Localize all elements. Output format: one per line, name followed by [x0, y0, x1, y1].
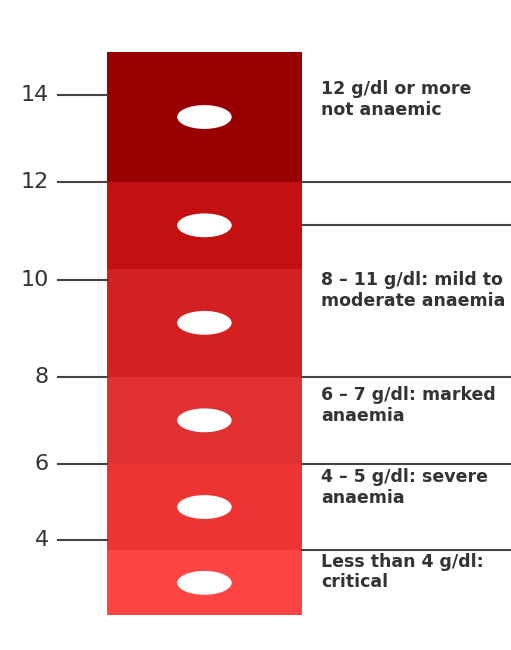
Bar [107, 463, 301, 551]
Bar [107, 182, 301, 268]
Ellipse shape [177, 408, 231, 432]
Bar [107, 377, 301, 463]
Ellipse shape [177, 105, 231, 129]
Text: 12 g/dl or more
not anaemic: 12 g/dl or more not anaemic [321, 80, 472, 119]
Bar [107, 551, 301, 616]
Text: 4 – 5 g/dl: severe
anaemia: 4 – 5 g/dl: severe anaemia [321, 468, 488, 507]
Text: 10: 10 [20, 270, 49, 289]
Ellipse shape [177, 571, 231, 595]
Ellipse shape [177, 213, 231, 237]
Text: 4: 4 [35, 530, 49, 549]
Text: Less than 4 g/dl:
critical: Less than 4 g/dl: critical [321, 552, 484, 592]
Text: 6: 6 [35, 454, 49, 474]
Text: 8: 8 [35, 367, 49, 387]
Bar [107, 268, 301, 377]
Text: 6 – 7 g/dl: marked
anaemia: 6 – 7 g/dl: marked anaemia [321, 385, 496, 424]
Ellipse shape [177, 311, 231, 335]
Text: 8 – 11 g/dl: mild to
moderate anaemia: 8 – 11 g/dl: mild to moderate anaemia [321, 271, 505, 310]
Ellipse shape [177, 495, 231, 519]
Text: 12: 12 [20, 172, 49, 192]
Text: 14: 14 [20, 85, 49, 105]
Bar [107, 52, 301, 182]
